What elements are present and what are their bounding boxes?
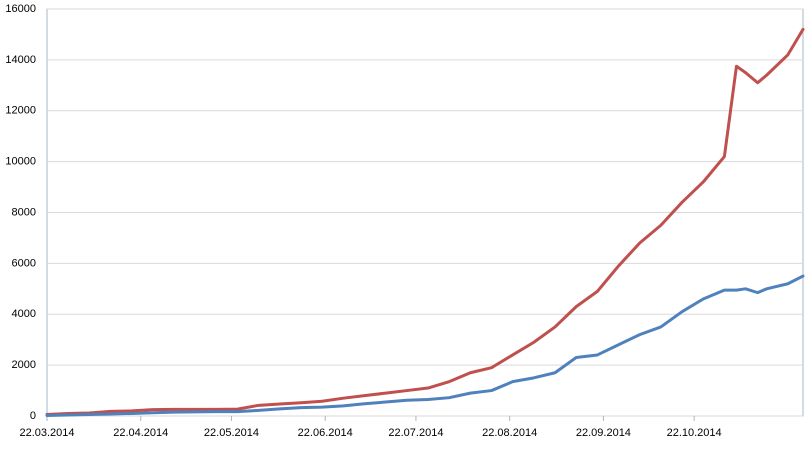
x-tick-label: 22.03.2014 (19, 427, 74, 439)
x-tick-label: 22.04.2014 (113, 427, 168, 439)
x-tick-label: 22.07.2014 (388, 427, 443, 439)
x-tick-label: 22.05.2014 (204, 427, 259, 439)
y-tick-label: 2000 (12, 359, 36, 371)
y-tick-label: 6000 (12, 257, 36, 269)
x-tick-label: 22.09.2014 (576, 427, 631, 439)
y-tick-label: 14000 (5, 54, 36, 66)
x-tick-label: 22.10.2014 (667, 427, 722, 439)
line-series (45, 274, 805, 417)
y-tick-label: 0 (30, 410, 36, 422)
y-tick-label: 16000 (5, 3, 36, 15)
y-tick-label: 8000 (12, 206, 36, 218)
x-tick-label: 22.08.2014 (482, 427, 537, 439)
x-tick-label: 22.06.2014 (298, 427, 353, 439)
y-tick-label: 10000 (5, 156, 36, 168)
y-tick-label: 12000 (5, 105, 36, 117)
y-tick-label: 4000 (12, 308, 36, 320)
line-series (45, 27, 805, 416)
